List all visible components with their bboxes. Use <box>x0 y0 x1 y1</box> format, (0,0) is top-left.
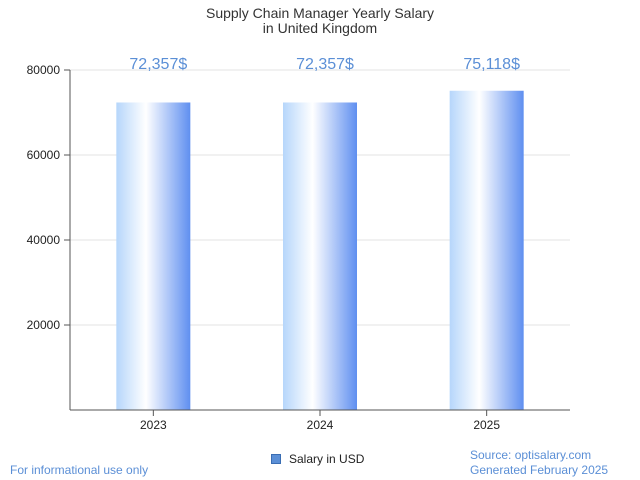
legend-swatch <box>271 454 281 464</box>
y-tick-label: 20000 <box>27 318 61 332</box>
y-tick-label: 80000 <box>27 63 61 77</box>
x-tick-label: 2023 <box>140 418 167 432</box>
x-tick-label: 2025 <box>473 418 500 432</box>
source-text: Source: optisalary.com <box>470 448 592 462</box>
bar <box>449 90 524 410</box>
chart-title-line-2: in United Kingdom <box>263 20 377 36</box>
y-tick-label: 40000 <box>27 233 61 247</box>
data-label: 72,357$ <box>129 56 187 73</box>
data-labels: 72,357$ 72,357$ 75,118$ <box>129 56 520 73</box>
legend: Salary in USD <box>271 452 364 466</box>
data-label: 75,118$ <box>463 56 520 73</box>
bar <box>283 102 357 410</box>
disclaimer-note: For informational use only <box>10 463 149 477</box>
data-label: 72,357$ <box>296 56 354 73</box>
y-tick-label: 60000 <box>27 148 61 162</box>
bar <box>116 102 191 410</box>
legend-label: Salary in USD <box>289 452 365 466</box>
axes: 20000 40000 60000 80000 2023 2024 2025 <box>27 63 570 432</box>
source-note: Source: optisalary.com Generated Februar… <box>470 448 608 478</box>
generated-text: Generated February 2025 <box>470 463 609 477</box>
x-tick-label: 2024 <box>307 418 334 432</box>
bars <box>116 90 524 410</box>
chart-title: Supply Chain Manager Yearly Salary in Un… <box>206 5 434 36</box>
chart-title-line-1: Supply Chain Manager Yearly Salary <box>206 5 434 21</box>
